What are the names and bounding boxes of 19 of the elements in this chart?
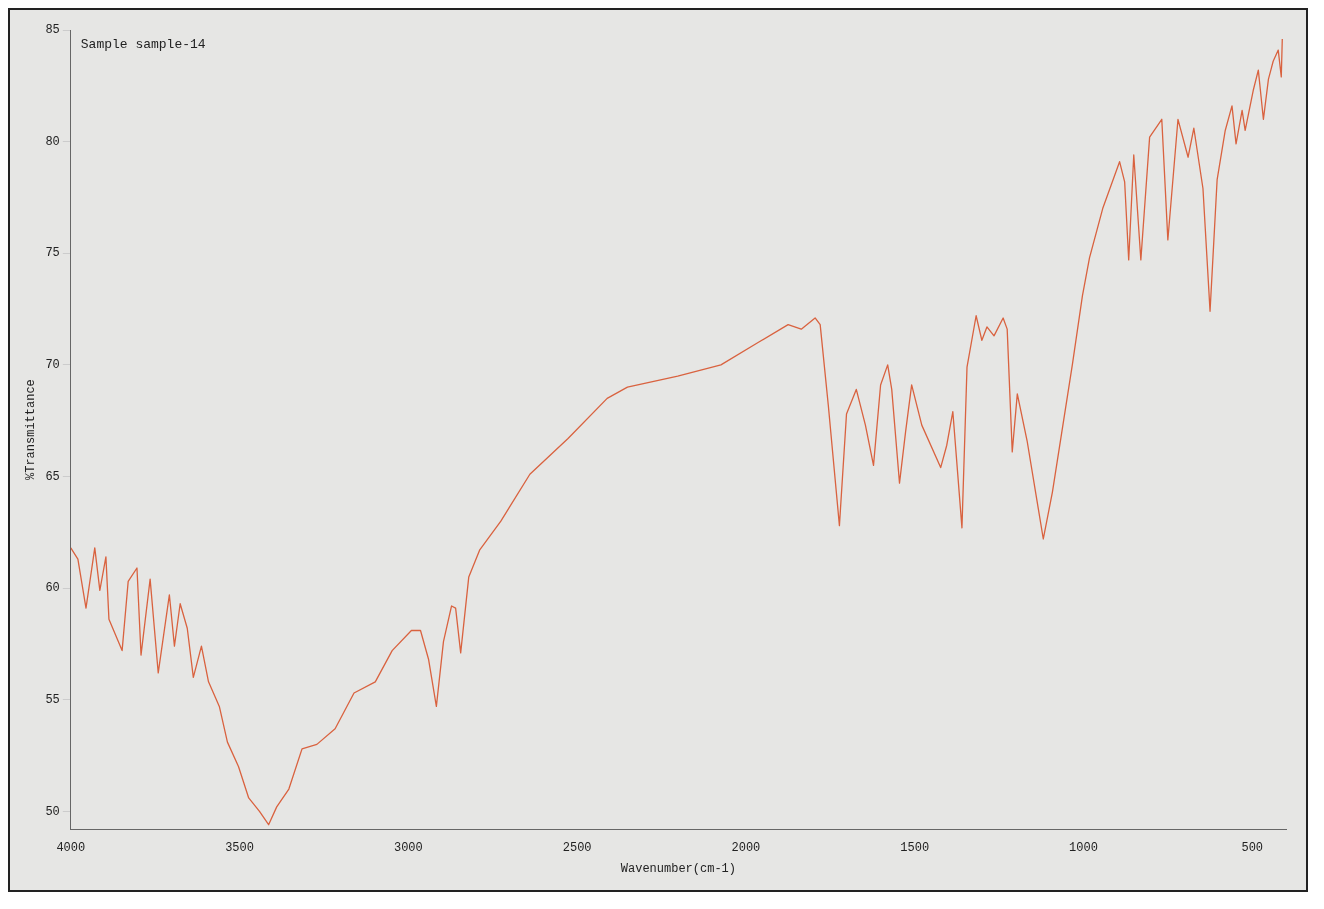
- y-axis-title: %Transmittance: [24, 379, 39, 481]
- y-tick-label: 80: [45, 134, 60, 149]
- y-tick-label: 85: [45, 23, 60, 38]
- x-tick-label: 1000: [1069, 840, 1098, 855]
- x-tick-label: 500: [1241, 840, 1264, 855]
- y-tick-label: 55: [45, 692, 60, 707]
- annotation: Sample sample-14: [80, 36, 206, 52]
- x-axis-title: Wavenumber(cm-1): [620, 861, 737, 876]
- x-tick-label: 3500: [225, 840, 254, 855]
- y-tick-label: 50: [45, 804, 60, 819]
- x-tick-label: 3000: [393, 840, 423, 855]
- x-tick-label: 2000: [731, 840, 761, 855]
- y-tick-label: 65: [45, 469, 60, 484]
- y-tick-label: 75: [45, 246, 60, 261]
- x-tick-label: 2500: [562, 840, 592, 855]
- x-tick-label: 1500: [900, 840, 930, 855]
- x-tick-label: 4000: [56, 840, 86, 855]
- y-tick-label: 70: [45, 358, 60, 373]
- y-tick-label: 60: [45, 581, 60, 596]
